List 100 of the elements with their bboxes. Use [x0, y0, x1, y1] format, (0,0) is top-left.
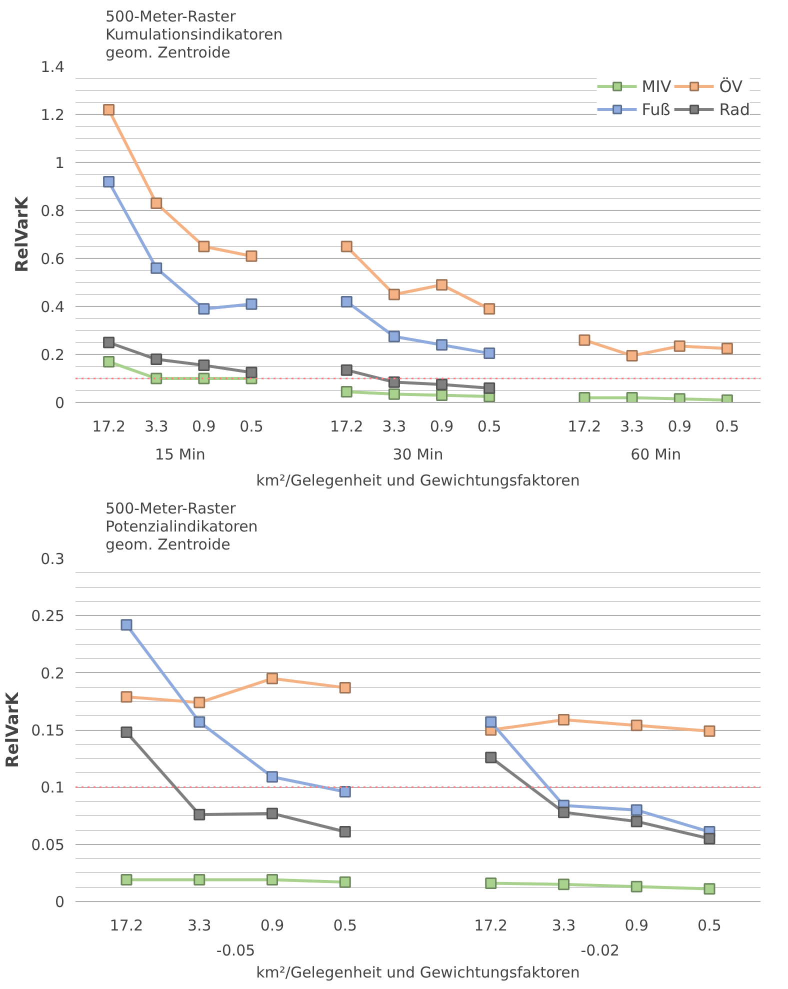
y-tick-label: 0.3 [40, 550, 65, 568]
x-tick-label: 0.9 [624, 916, 649, 934]
point [558, 878, 570, 890]
point [626, 392, 638, 402]
point [436, 390, 448, 402]
point [704, 832, 716, 844]
point [388, 376, 400, 388]
point [630, 816, 642, 828]
x-tick-label: 3.3 [382, 418, 406, 436]
point [339, 876, 351, 888]
point [485, 877, 497, 889]
x-tick-label: 17.2 [474, 916, 508, 934]
point [485, 752, 497, 764]
point [120, 619, 132, 631]
y-tick-label: 1 [54, 154, 65, 172]
point [150, 198, 162, 210]
point [436, 339, 448, 351]
y-tick-label: 0.8 [40, 202, 65, 220]
point [194, 716, 206, 728]
y-tick-label: 0.2 [40, 346, 65, 364]
point [340, 386, 352, 398]
point [103, 356, 115, 368]
chart-title: 500-Meter-Raster Potenzialindikatoren geom. Zentroide [106, 500, 258, 554]
x-tick-label: 0.9 [192, 418, 216, 436]
x-tick-label: 3.3 [187, 916, 212, 934]
point [103, 336, 115, 348]
point [674, 393, 686, 402]
point [630, 804, 642, 816]
point [388, 288, 400, 300]
point [266, 808, 278, 820]
legend-label: MIV [642, 76, 672, 96]
point [558, 806, 570, 818]
point [630, 880, 642, 892]
text: -0.02 [580, 942, 620, 960]
point [150, 354, 162, 366]
point [339, 786, 351, 798]
y-tick-label: 0.25 [31, 607, 65, 626]
x-tick-label: 0.9 [260, 916, 284, 934]
point [194, 808, 206, 820]
point [388, 388, 400, 400]
y-tick-label: 1.4 [40, 58, 65, 76]
x-tick-label: 3.3 [552, 916, 576, 934]
point [150, 262, 162, 274]
point [120, 874, 132, 886]
legend-label: ÖV [719, 76, 743, 96]
point [198, 240, 210, 252]
point [266, 771, 278, 783]
point [704, 725, 716, 737]
point [484, 348, 496, 360]
y-axis-title: RelVarK [12, 196, 33, 272]
x-tick-label: 0.5 [698, 916, 722, 934]
y-axis-title: RelVarK [3, 691, 24, 768]
point [704, 883, 716, 895]
x-tick-label: 0.5 [715, 418, 740, 436]
y-tick-label: 0 [54, 394, 65, 412]
x-tick-label: 3.3 [144, 418, 168, 436]
text: -0.05 [216, 942, 256, 960]
x-tick-label: 17.2 [110, 916, 144, 934]
text: 60 Min [630, 446, 682, 464]
point [340, 364, 352, 376]
y-tick-label: 0.15 [31, 722, 65, 740]
y-tick-label: 0.4 [40, 298, 65, 316]
text: 15 Min [154, 446, 206, 464]
point [339, 682, 351, 694]
x-axis-title: km²/Gelegenheit und Gewichtungsfaktoren [256, 472, 580, 490]
point [484, 382, 496, 394]
point [558, 714, 570, 726]
point [339, 826, 351, 838]
chart-title: 500-Meter-Raster Kumulationsindikatoren geom. Zentroide [106, 8, 283, 62]
x-tick-label: 0.5 [333, 916, 358, 934]
legend-label: Fuß [642, 100, 670, 118]
text: 30 Min [392, 446, 444, 464]
point [436, 378, 448, 390]
x-tick-label: 0.9 [668, 418, 692, 436]
x-tick-label: 0.5 [240, 418, 264, 436]
y-tick-label: 0.05 [31, 836, 65, 854]
point [194, 696, 206, 708]
point [484, 303, 496, 315]
x-tick-label: 17.2 [92, 418, 126, 436]
point [198, 360, 210, 372]
x-axis-title: km²/Gelegenheit und Gewichtungsfaktoren [256, 964, 580, 982]
point [340, 296, 352, 308]
point [198, 372, 210, 384]
point [246, 298, 258, 310]
x-tick-label: 0.5 [477, 418, 502, 436]
x-tick-label: 17.2 [330, 418, 364, 436]
point [340, 240, 352, 252]
point [103, 176, 115, 188]
x-tick-label: 0.9 [430, 418, 454, 436]
y-tick-label: 0.2 [40, 664, 65, 682]
x-tick-label: 17.2 [568, 418, 602, 436]
point [150, 372, 162, 384]
point [578, 392, 590, 402]
point [266, 672, 278, 684]
point [120, 691, 132, 703]
y-tick-label: 0 [54, 893, 65, 911]
y-tick-label: 0.1 [40, 778, 65, 797]
point [103, 104, 115, 116]
point [626, 350, 638, 362]
point [246, 250, 258, 262]
